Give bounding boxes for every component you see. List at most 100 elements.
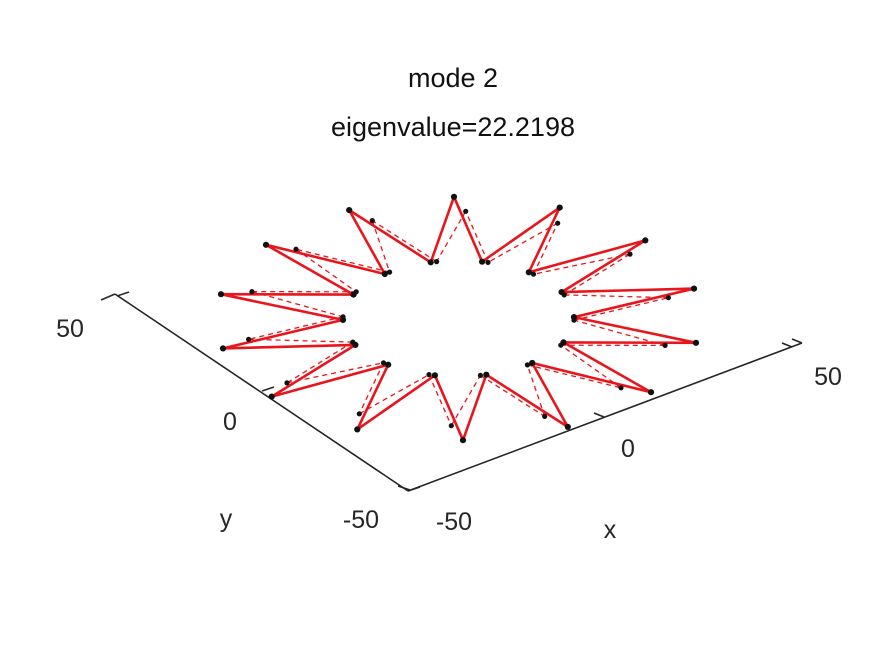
undeformed-edge (286, 362, 384, 384)
node-point (477, 372, 483, 378)
x-axis-label: x (604, 516, 617, 544)
undeformed-edge (526, 364, 546, 417)
deformed-edge (527, 207, 561, 273)
deformed-edge (573, 315, 697, 345)
deformed-edge (531, 361, 652, 394)
node-point (293, 246, 299, 252)
x-axis-end-tick (791, 338, 803, 344)
node-point (369, 218, 375, 224)
node-point (352, 341, 359, 348)
node-point (662, 342, 668, 348)
node-point (556, 204, 563, 211)
deformed-edge (452, 196, 484, 263)
undeformed-edge (480, 374, 546, 417)
node-point (426, 372, 432, 378)
node-point (380, 360, 387, 366)
node-point (690, 285, 698, 292)
node-point (217, 291, 225, 298)
node-point (434, 259, 440, 265)
node-point (647, 389, 655, 396)
node-point (564, 423, 571, 430)
x-tick-label: -50 (436, 508, 472, 536)
node-point (558, 289, 565, 296)
undeformed-edge (295, 248, 390, 273)
node-point (570, 314, 578, 321)
node-point (485, 259, 491, 265)
deformed-edge (356, 364, 390, 430)
node-point (427, 259, 434, 266)
deformed-edge (356, 374, 436, 431)
node-point (350, 291, 357, 298)
node-point (530, 271, 537, 277)
deformed-edge (222, 343, 356, 350)
deformed-edge (528, 239, 646, 274)
undeformed-edge (532, 222, 559, 275)
x-tick-mark (781, 342, 793, 348)
node-point (354, 426, 361, 433)
deformed-edge (220, 292, 344, 322)
undeformed-edge (527, 364, 622, 389)
node-point (381, 270, 388, 278)
x-tick-label: 0 (621, 435, 635, 463)
node-point (479, 258, 486, 265)
node-point (692, 339, 700, 346)
node-point (284, 380, 290, 386)
undeformed-edge (251, 290, 344, 318)
undeformed-edge (358, 362, 385, 415)
undeformed-edge (248, 316, 344, 340)
y-axis-end-tick (100, 293, 116, 301)
node-point (387, 269, 393, 275)
deformed-edge (573, 287, 695, 319)
undeformed-edge (560, 344, 622, 389)
node-point (246, 336, 252, 342)
deformed-edge (485, 373, 569, 428)
node-point (385, 361, 392, 368)
deformed-edge (348, 209, 386, 275)
undeformed-edge (450, 375, 481, 427)
x-tick-mark (593, 412, 605, 418)
node-point (339, 316, 347, 323)
node-point (529, 359, 536, 367)
undeformed-edge (573, 297, 669, 321)
chart-title: mode 2 (408, 63, 498, 93)
deformed-edge (348, 209, 432, 264)
undeformed-edge (286, 341, 354, 384)
y-axis-label: y (220, 505, 233, 533)
node-point (356, 411, 362, 417)
x-axis-line (407, 342, 803, 492)
deformed-edge (433, 374, 465, 441)
y-tick-label: -50 (343, 506, 379, 534)
deformed-edge (481, 206, 561, 263)
y-tick-mark (407, 486, 421, 492)
deformed-edge (562, 341, 652, 394)
undeformed-mesh (248, 210, 669, 427)
node-point (459, 437, 467, 444)
y-tick-label: 50 (56, 315, 84, 343)
y-axis-line (114, 293, 409, 492)
node-point (555, 220, 561, 226)
y-tick-mark (261, 386, 275, 392)
node-markers (217, 193, 700, 444)
undeformed-edge (295, 248, 357, 293)
undeformed-edge (465, 211, 489, 263)
node-point (219, 345, 227, 352)
node-point (542, 413, 548, 419)
deformed-mesh (220, 196, 697, 441)
undeformed-edge (533, 253, 631, 275)
undeformed-edge (563, 253, 631, 296)
undeformed-edge (573, 319, 666, 347)
y-tick-label: 0 (223, 408, 237, 436)
deformed-edge (271, 343, 357, 398)
node-point (525, 269, 532, 276)
undeformed-edge (436, 210, 467, 262)
chart-subtitle: eigenvalue=22.2198 (331, 112, 575, 142)
node-point (483, 371, 490, 378)
node-point (463, 208, 469, 214)
deformed-edge (561, 287, 695, 294)
node-point (268, 393, 275, 400)
node-point (665, 295, 672, 301)
deformed-edge (531, 362, 569, 428)
undeformed-edge (428, 374, 452, 426)
